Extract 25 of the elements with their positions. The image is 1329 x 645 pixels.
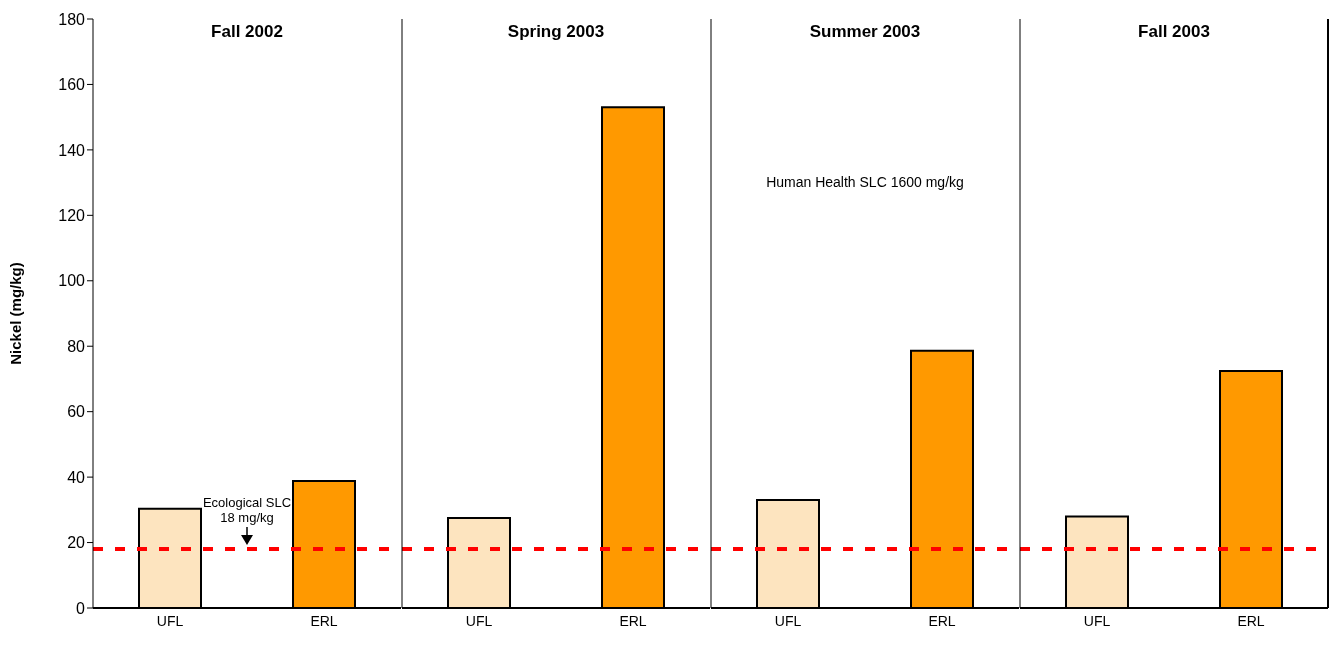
x-tick-label: UFL bbox=[774, 612, 802, 629]
y-tick-label: 120 bbox=[58, 207, 86, 225]
y-tick-label: 160 bbox=[58, 76, 86, 94]
x-tick-label: UFL bbox=[156, 612, 184, 629]
ref-line-label: Ecological SLC 18 mg/kg bbox=[202, 495, 292, 526]
chart-title: Summer 2003 bbox=[808, 22, 922, 42]
x-tick-label: UFL bbox=[465, 612, 493, 629]
y-tick-label: 100 bbox=[58, 272, 86, 290]
x-tick-label: UFL bbox=[1083, 612, 1111, 629]
x-tick-label: ERL bbox=[619, 612, 647, 629]
chart-title: Fall 2002 bbox=[210, 22, 284, 42]
chart-title: Fall 2003 bbox=[1137, 22, 1211, 42]
y-tick-label: 40 bbox=[67, 468, 86, 486]
y-tick-label: 140 bbox=[58, 141, 86, 159]
y-tick-label: 180 bbox=[58, 10, 86, 28]
y-tick-label: 60 bbox=[67, 403, 86, 421]
y-tick-label: 80 bbox=[67, 337, 86, 355]
y-tick-label: 20 bbox=[67, 534, 86, 552]
x-tick-label: ERL bbox=[310, 612, 338, 629]
y-tick-label: 0 bbox=[76, 599, 86, 617]
annotation: Human Health SLC 1600 mg/kg bbox=[765, 174, 965, 190]
chart-title: Spring 2003 bbox=[506, 22, 606, 42]
x-tick-label: ERL bbox=[1237, 612, 1265, 629]
x-tick-label: ERL bbox=[928, 612, 956, 629]
y-axis-title: Nickel (mg/kg) bbox=[7, 262, 25, 365]
